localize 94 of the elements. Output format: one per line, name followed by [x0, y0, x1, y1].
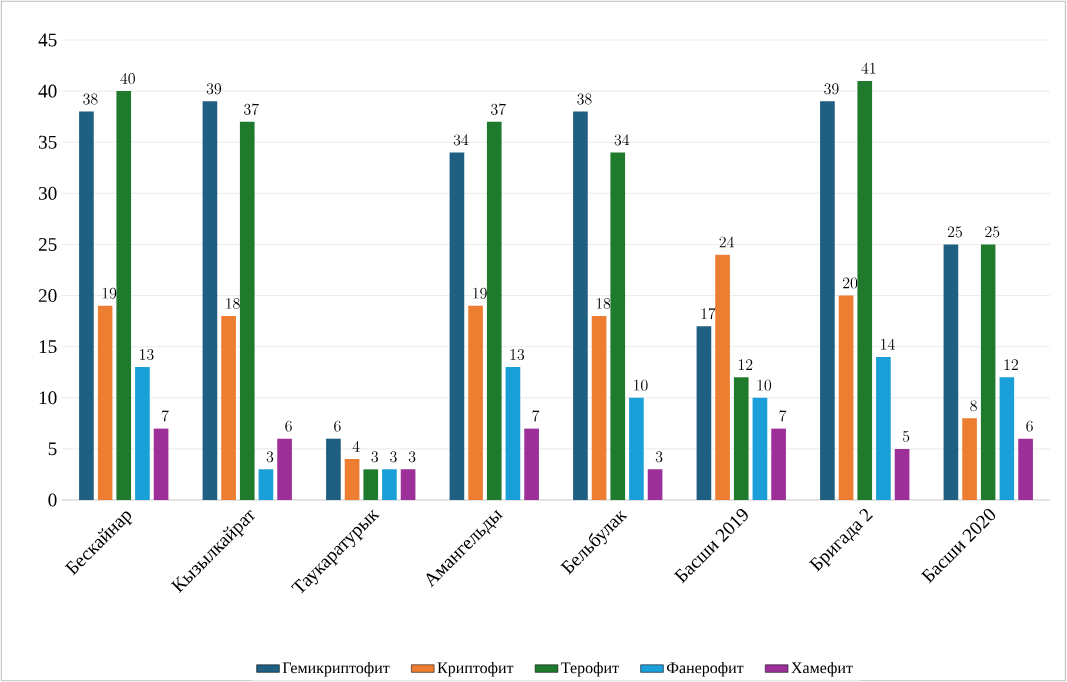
data-label: 40 — [120, 72, 135, 85]
data-label: 6 — [1026, 420, 1033, 432]
data-label: 13 — [510, 349, 525, 361]
data-label: 6 — [285, 420, 292, 432]
data-label: 37 — [244, 103, 259, 115]
data-label: 12 — [738, 359, 753, 370]
data-label: 7 — [779, 410, 787, 422]
legend-label: Криптофит — [437, 662, 514, 677]
legend-label: Фанерофит — [666, 662, 744, 677]
bar — [715, 254, 730, 500]
bar — [573, 111, 588, 500]
y-tick-label: 35 — [39, 135, 57, 149]
y-tick-label: 25 — [38, 237, 57, 251]
bar — [629, 397, 644, 500]
bar — [838, 295, 854, 500]
bar — [277, 438, 292, 500]
data-label: 3 — [390, 451, 397, 463]
bar — [505, 367, 521, 500]
data-label: 10 — [757, 379, 772, 391]
bar — [486, 121, 502, 500]
bar — [733, 377, 749, 500]
y-tick-label: 30 — [39, 186, 57, 200]
bar — [363, 469, 379, 500]
data-label: 25 — [947, 226, 962, 238]
y-tick-label: 45 — [38, 33, 57, 47]
bar — [610, 152, 626, 500]
bar — [79, 111, 94, 500]
legend-label: Терофит — [561, 662, 619, 677]
data-label: 39 — [206, 83, 222, 95]
data-label: 7 — [532, 410, 540, 422]
bar — [116, 91, 132, 500]
data-label: 38 — [577, 93, 592, 105]
data-label: 38 — [83, 93, 98, 105]
legend-label: Гемикриптофит — [282, 662, 390, 677]
bar — [400, 469, 416, 500]
data-label: 4 — [352, 440, 360, 452]
bar — [97, 305, 113, 500]
bar — [153, 428, 169, 500]
bar — [857, 80, 873, 500]
bar — [382, 469, 397, 500]
data-label: 13 — [140, 349, 154, 361]
bar — [524, 428, 539, 500]
bar — [962, 418, 977, 500]
data-label: 18 — [226, 297, 240, 309]
y-tick-label: 40 — [38, 84, 57, 98]
bar — [820, 101, 835, 500]
data-label: 3 — [655, 451, 663, 463]
y-tick-label: 0 — [48, 493, 57, 507]
data-label: 19 — [102, 287, 117, 299]
data-label: 7 — [162, 410, 169, 422]
bar — [980, 244, 996, 500]
bar — [771, 428, 786, 500]
data-label: 12 — [1004, 359, 1018, 370]
y-tick-label: 15 — [39, 340, 57, 354]
bar — [135, 367, 150, 500]
data-label: 34 — [453, 134, 469, 146]
bar — [1018, 438, 1033, 500]
bar — [894, 448, 910, 500]
bar — [752, 397, 768, 500]
data-label: 10 — [634, 379, 648, 391]
bar — [468, 305, 483, 500]
bar — [449, 152, 465, 500]
bar — [647, 469, 663, 500]
bar — [876, 356, 891, 500]
data-label: 3 — [371, 451, 379, 463]
bar — [999, 377, 1015, 500]
bar — [696, 326, 712, 500]
y-tick-label: 20 — [38, 289, 57, 303]
bar — [591, 316, 607, 500]
bar — [221, 316, 236, 500]
data-label: 6 — [334, 420, 341, 432]
data-label: 34 — [614, 134, 630, 146]
bar — [239, 121, 255, 500]
data-label: 5 — [902, 430, 910, 442]
bar — [344, 459, 360, 500]
y-tick-label: 5 — [48, 442, 57, 456]
data-label: 39 — [824, 83, 839, 95]
data-label: 24 — [719, 236, 734, 248]
legend-label: Хамефит — [791, 662, 853, 677]
y-tick-label: 10 — [39, 391, 57, 405]
data-label: 3 — [408, 451, 416, 463]
data-label: 8 — [970, 400, 977, 412]
data-label: 14 — [881, 338, 895, 350]
bar — [943, 244, 959, 500]
bar — [202, 101, 218, 500]
data-label: 20 — [843, 277, 858, 289]
bar — [258, 469, 274, 500]
data-label: 3 — [266, 451, 274, 463]
data-label: 41 — [861, 62, 876, 74]
data-label: 18 — [596, 297, 611, 309]
data-label: 37 — [491, 103, 506, 115]
bar — [326, 438, 341, 500]
data-label: 19 — [473, 287, 487, 299]
data-label: 25 — [985, 226, 1000, 238]
